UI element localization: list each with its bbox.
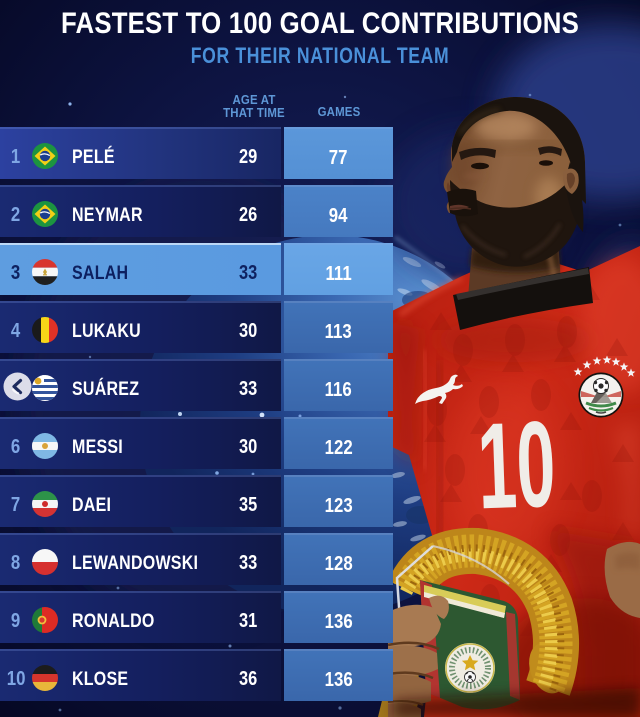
svg-text:10: 10: [476, 396, 558, 535]
